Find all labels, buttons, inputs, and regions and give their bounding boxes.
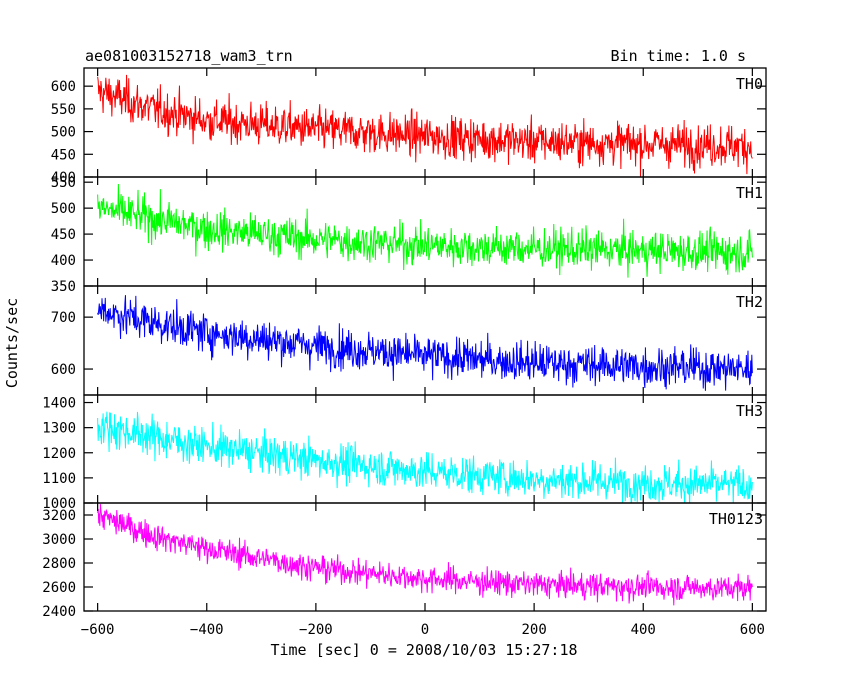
panel-label-th2: TH2 xyxy=(736,293,763,311)
y-tick-label: 350 xyxy=(51,279,76,295)
y-tick-label: 1100 xyxy=(42,471,76,487)
panel-label-th1: TH1 xyxy=(736,184,763,202)
y-tick-label: 500 xyxy=(51,201,76,217)
y-tick-label: 1000 xyxy=(42,496,76,512)
y-tick-label: 600 xyxy=(51,362,76,378)
y-tick-label: 450 xyxy=(51,227,76,243)
series-line-th3 xyxy=(97,411,753,503)
panel-th1: 350 400 450 500 550 TH1 xyxy=(51,175,767,295)
x-tick-label: 400 xyxy=(631,622,656,638)
panel-label-th3: TH3 xyxy=(736,402,763,420)
panels: 400 450 500 550 600 TH0 350 400 450 500 550 TH1 600 7… xyxy=(42,67,767,620)
y-tick-label: 550 xyxy=(51,175,76,191)
panel-th3: 1000 1100 1200 1300 1400 TH3 xyxy=(42,394,767,512)
y-tick-label: 2400 xyxy=(42,604,76,620)
x-tick-label: 600 xyxy=(740,622,765,638)
y-tick-label: 400 xyxy=(51,253,76,269)
series-line-th2 xyxy=(97,295,753,391)
x-tick-labels: −600 −400 −200 0 200 400 600 xyxy=(81,622,765,638)
y-tick-label: 1300 xyxy=(42,421,76,437)
y-tick-label: 3000 xyxy=(42,532,76,548)
y-tick-label: 2600 xyxy=(42,580,76,596)
y-tick-label: 3200 xyxy=(42,508,76,524)
y-tick-label: 500 xyxy=(51,125,76,141)
x-tick-label: −400 xyxy=(190,622,224,638)
panel-th2: 600 700 TH2 xyxy=(51,285,767,396)
series-line-th0123 xyxy=(97,503,753,606)
chart-title-right: Bin time: 1.0 s xyxy=(611,47,746,65)
y-tick-label: 550 xyxy=(51,102,76,118)
y-tick-label: 450 xyxy=(51,147,76,163)
x-tick-label: 200 xyxy=(521,622,546,638)
x-axis-label: Time [sec] 0 = 2008/10/03 15:27:18 xyxy=(270,641,577,659)
y-tick-label: 400 xyxy=(51,170,76,186)
y-axis-label: Counts/sec xyxy=(3,298,21,388)
y-tick-label: 2800 xyxy=(42,556,76,572)
y-tick-label: 600 xyxy=(51,79,76,95)
chart-title-left: ae081003152718_wam3_trn xyxy=(85,47,293,65)
y-tick-label: 1400 xyxy=(42,396,76,412)
series-line-th0 xyxy=(97,74,753,177)
panel-th0: 400 450 500 550 600 TH0 xyxy=(51,67,767,186)
panel-th0123: 2400 2600 2800 3000 3200 TH0123 xyxy=(42,502,767,620)
series-line-th1 xyxy=(97,184,753,278)
panel-label-th0123: TH0123 xyxy=(709,510,763,528)
y-tick-label: 700 xyxy=(51,310,76,326)
x-tick-label: 0 xyxy=(421,622,429,638)
x-tick-label: −600 xyxy=(81,622,115,638)
x-tick-label: −200 xyxy=(299,622,333,638)
panel-label-th0: TH0 xyxy=(736,75,763,93)
y-tick-label: 1200 xyxy=(42,446,76,462)
